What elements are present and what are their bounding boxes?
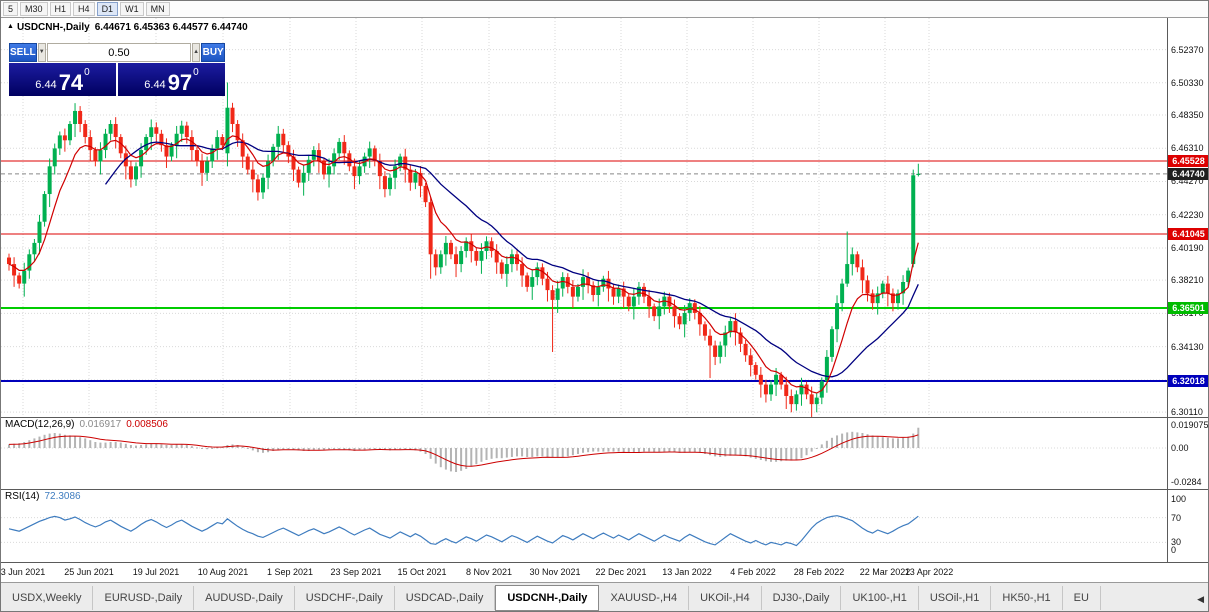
sell-price-pips: 74 (58, 70, 84, 95)
date-label: 25 Jun 2021 (64, 567, 114, 577)
time-axis-divider (1, 562, 1208, 563)
sell-price-point: 0 (84, 67, 90, 78)
date-label: 19 Jul 2021 (132, 567, 180, 577)
price-axis-label: 6.40190 (1171, 242, 1204, 253)
date-label: 4 Feb 2022 (730, 567, 776, 577)
rsi-name: RSI(14) (5, 491, 40, 502)
price-axis-label: 6.52370 (1171, 44, 1204, 55)
rsi-axis-label: 0 (1171, 545, 1177, 555)
date-label: 28 Feb 2022 (793, 567, 845, 577)
timeframe-toolbar: 5 M30 H1 H4 D1 W1 MN (1, 1, 1208, 18)
date-label: 13 Jan 2022 (662, 567, 712, 577)
price-tag: 6.44740 (1167, 167, 1208, 180)
rsi-axis-label: 100 (1171, 494, 1187, 504)
chart-tab-xauusd-h4[interactable]: XAUUSD-,H4 (599, 586, 690, 610)
rsi-panel-plot[interactable] (1, 489, 1167, 562)
macd-signal-value: 0.008506 (126, 419, 168, 430)
timeframe-button-mn[interactable]: MN (145, 2, 170, 16)
buy-price-display[interactable]: 6.44 97 0 (118, 63, 225, 96)
chart-tab-bar: USDX,Weekly EURUSD-,Daily AUDUSD-,Daily USD… (1, 582, 1208, 611)
timeframe-button-h1[interactable]: H1 (49, 2, 72, 16)
time-axis: 3 Jun 2021 25 Jun 2021 19 Jul 2021 10 Aug 2… (0, 563, 1208, 582)
sell-button[interactable]: SELL (9, 43, 37, 62)
tab-scroll-left-icon[interactable]: ◀ (1194, 592, 1207, 607)
timeframe-button-5[interactable]: 5 (3, 2, 19, 16)
macd-axis-label: 0.00 (1171, 443, 1189, 453)
buy-button[interactable]: BUY (201, 43, 225, 62)
chart-tab-eurusd-daily[interactable]: EURUSD-,Daily (93, 586, 195, 610)
chart-tab-dj30-daily[interactable]: DJ30-,Daily (762, 586, 842, 610)
date-label: 8 Nov 2021 (465, 567, 513, 577)
price-axis-label: 6.50330 (1171, 77, 1204, 88)
date-label: 22 Mar 2022 (859, 567, 911, 577)
chart-tab-hk50-h1[interactable]: HK50-,H1 (991, 586, 1063, 610)
macd-axis-label: 0.019075 (1171, 420, 1209, 431)
timeframe-button-h4[interactable]: H4 (73, 2, 95, 16)
chart-tab-ukoil-h4[interactable]: UKOil-,H4 (689, 586, 762, 610)
price-tag: 6.32018 (1167, 375, 1208, 388)
buy-price-point: 0 (193, 67, 199, 78)
macd-panel-plot[interactable] (1, 417, 1167, 489)
date-label: 3 Jun 2021 (0, 567, 46, 577)
chart-tab-usdcad-daily[interactable]: USDCAD-,Daily (395, 586, 496, 610)
price-axis-label: 6.42230 (1171, 209, 1204, 220)
price-axis-label: 6.46310 (1171, 143, 1204, 154)
sell-price-display[interactable]: 6.44 74 0 (9, 63, 116, 96)
rsi-axis-label: 70 (1171, 512, 1182, 523)
chart-tab-usdchf-daily[interactable]: USDCHF-,Daily (295, 586, 395, 610)
chart-tab-usdx-weekly[interactable]: USDX,Weekly (1, 586, 94, 610)
symbol-marker-icon: ▲ (7, 23, 14, 30)
macd-axis-label: -0.0284 (1171, 477, 1202, 488)
chart-tab-usdcnh-daily[interactable]: USDCNH-,Daily (495, 585, 600, 611)
date-label: 1 Sep 2021 (266, 567, 314, 577)
date-label: 15 Oct 2021 (397, 567, 447, 577)
price-axis-label: 6.44270 (1171, 176, 1204, 187)
timeframe-button-w1[interactable]: W1 (120, 2, 144, 16)
date-label: 30 Nov 2021 (529, 567, 581, 577)
date-label: 23 Sep 2021 (330, 567, 382, 577)
one-click-trading-panel: SELL ▼ ▲ BUY 6.44 74 0 6.44 97 0 (9, 43, 225, 96)
price-tag: 6.41045 (1167, 228, 1208, 240)
price-axis-label: 6.30110 (1171, 407, 1203, 418)
chart-title: ▲ USDCNH-,Daily 6.44671 6.45363 6.44577 6.… (7, 22, 248, 33)
chart-tab-usoil-h1[interactable]: USOil-,H1 (919, 586, 992, 610)
buy-price-base: 6.44 (144, 79, 166, 91)
price-tag: 6.45528 (1167, 155, 1208, 167)
chart-symbol-label: USDCNH-,Daily (16, 22, 90, 33)
price-tag: 6.36501 (1167, 302, 1208, 315)
chart-tab-uk100-h1[interactable]: UK100-,H1 (841, 586, 919, 610)
price-axis: 6.52370 6.50330 6.48350 6.46310 6.44270 6.422… (1167, 1, 1209, 611)
sell-price-base: 6.44 (35, 79, 57, 91)
macd-indicator-label: MACD(12,26,9) 0.016917 0.008506 (5, 419, 168, 430)
date-label: 13 Apr 2022 (904, 567, 954, 577)
date-label: 22 Dec 2021 (595, 567, 647, 577)
volume-increase-button[interactable]: ▲ (191, 43, 201, 62)
rsi-value: 72.3086 (44, 491, 81, 502)
volume-input[interactable] (46, 43, 191, 62)
macd-panel-divider (1, 417, 1208, 418)
rsi-indicator-label: RSI(14) 72.3086 (5, 491, 81, 502)
rsi-panel-divider (1, 489, 1208, 490)
rsi-axis-label: 30 (1171, 537, 1182, 548)
date-label: 10 Aug 2021 (197, 567, 249, 577)
price-axis-label: 6.34130 (1171, 341, 1204, 352)
volume-decrease-button[interactable]: ▼ (37, 43, 46, 62)
chart-tab-eu[interactable]: EU (1063, 586, 1101, 610)
price-axis-divider (1167, 18, 1168, 563)
timeframe-button-m30[interactable]: M30 (20, 2, 48, 16)
timeframe-button-d1[interactable]: D1 (96, 2, 119, 16)
chart-ohlc-values: 6.44671 6.45363 6.44577 6.44740 (94, 22, 248, 33)
price-axis-label: 6.38210 (1171, 275, 1204, 286)
macd-name: MACD(12,26,9) (5, 419, 75, 430)
price-axis-label: 6.48350 (1171, 110, 1204, 121)
macd-main-value: 0.016917 (79, 419, 122, 430)
buy-price-pips: 97 (167, 70, 193, 95)
chart-tab-audusd-daily[interactable]: AUDUSD-,Daily (194, 586, 295, 610)
